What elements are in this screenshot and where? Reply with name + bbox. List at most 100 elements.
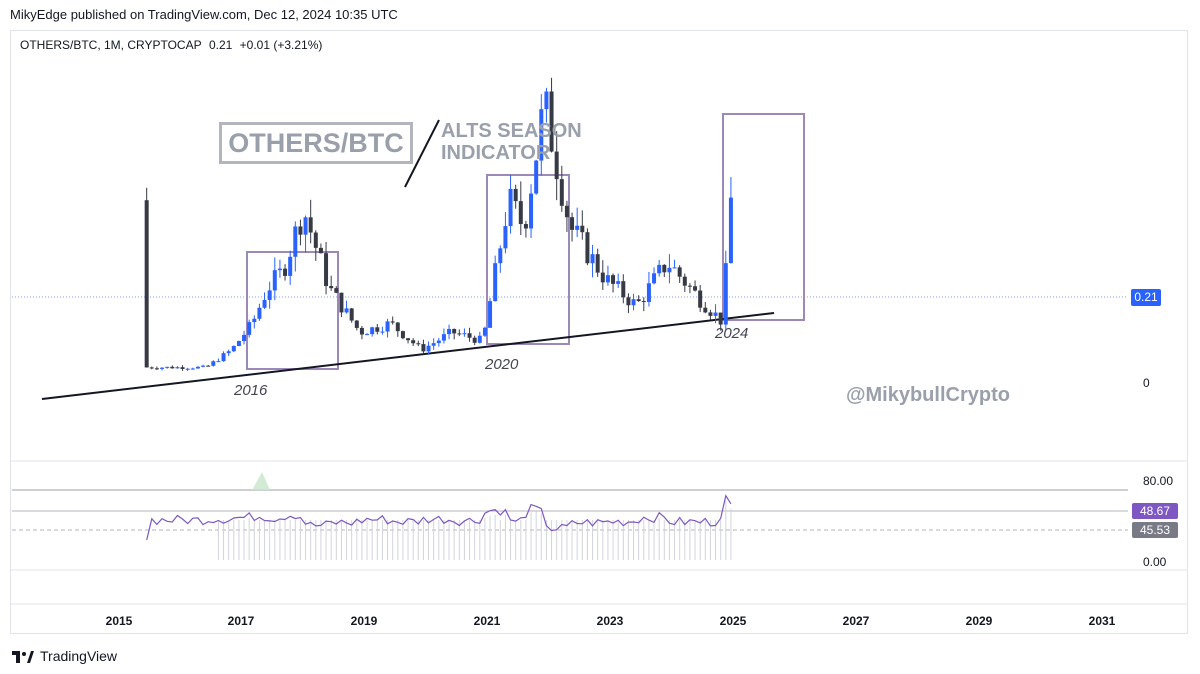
candle-body xyxy=(498,248,503,264)
candle-body xyxy=(503,226,508,249)
candle-body xyxy=(431,343,436,346)
candle-body xyxy=(539,109,544,161)
candle-body xyxy=(590,254,595,264)
x-tick-2031: 2031 xyxy=(1088,614,1116,628)
tradingview-logo[interactable]: TradingView xyxy=(12,648,117,664)
candle-body xyxy=(585,232,590,264)
x-tick-2023: 2023 xyxy=(596,614,624,628)
candle-body xyxy=(406,338,411,341)
box-2020 xyxy=(486,174,570,345)
candle-body xyxy=(713,312,718,316)
candle-body xyxy=(375,327,380,332)
candle-body xyxy=(272,270,277,291)
candle-body xyxy=(216,361,221,363)
symbol-name[interactable]: OTHERS/BTC, 1M, CRYPTOCAP xyxy=(20,38,202,52)
candle-body xyxy=(160,367,165,369)
candle-body xyxy=(580,225,585,233)
candle-body xyxy=(195,366,200,369)
candle-body xyxy=(359,327,364,335)
current-price-label: 0.21 xyxy=(1131,289,1161,306)
candle-body xyxy=(421,344,426,352)
candle-body xyxy=(349,308,354,321)
candle-body xyxy=(564,205,569,218)
candle-body xyxy=(467,333,472,338)
x-tick-2021: 2021 xyxy=(473,614,501,628)
candle-body xyxy=(513,188,518,202)
candle-body xyxy=(267,290,272,300)
candle-body xyxy=(380,331,385,333)
candle-body xyxy=(554,151,559,180)
x-tick-2025: 2025 xyxy=(719,614,747,628)
rsi-histogram xyxy=(217,500,732,560)
candle-body xyxy=(611,275,616,284)
symbol-change: +0.01 (+3.21%) xyxy=(239,38,323,52)
candle-body xyxy=(144,200,149,368)
tradingview-logo-icon xyxy=(12,651,34,663)
candle-body xyxy=(308,217,313,233)
candle-body xyxy=(493,263,498,302)
rsi-signal-label: 45.53 xyxy=(1132,522,1178,538)
candle-body xyxy=(667,267,672,273)
candle-body xyxy=(303,217,308,235)
candle-body xyxy=(477,335,482,343)
candle-body xyxy=(344,308,349,313)
candle-body xyxy=(703,307,708,313)
candle-body xyxy=(411,340,416,344)
candle-body xyxy=(283,268,288,276)
candle-body xyxy=(447,328,452,335)
candle-body xyxy=(544,91,549,110)
candle-body xyxy=(339,292,344,313)
candle-body xyxy=(154,368,159,370)
publisher-header: MikyEdge published on TradingView.com, D… xyxy=(10,7,398,22)
candle-body xyxy=(185,368,190,370)
candle-body xyxy=(452,328,457,334)
candle-body xyxy=(698,290,703,308)
candle-body xyxy=(201,365,206,367)
symbol-price: 0.21 xyxy=(208,38,233,52)
candle-body xyxy=(523,224,528,229)
candle-body xyxy=(436,340,441,344)
candle-body xyxy=(354,320,359,328)
candle-body xyxy=(641,301,646,303)
label-2016: 2016 xyxy=(234,382,268,399)
candle-body xyxy=(488,301,493,328)
candle-body xyxy=(298,226,303,235)
candle-body xyxy=(247,322,252,335)
candle-body xyxy=(662,264,667,273)
candle-body xyxy=(441,334,446,341)
candle-body xyxy=(365,334,370,336)
candle-body xyxy=(600,272,605,283)
candle-body xyxy=(529,193,534,229)
candle-body xyxy=(252,318,257,323)
candle-body xyxy=(149,367,154,369)
candle-body xyxy=(329,286,334,289)
candle-body xyxy=(390,321,395,323)
candle-body xyxy=(575,225,580,230)
x-tick-2015: 2015 xyxy=(105,614,133,628)
candle-body xyxy=(242,334,247,342)
candle-body xyxy=(221,353,226,362)
candle-body xyxy=(708,312,713,316)
candle-body xyxy=(206,365,211,367)
candle-body xyxy=(293,226,298,257)
candle-body xyxy=(175,367,180,369)
label-2020: 2020 xyxy=(485,356,519,373)
rsi-line xyxy=(146,494,732,541)
candle-body xyxy=(277,268,282,271)
candle-body xyxy=(621,281,626,298)
candle-body xyxy=(395,322,400,332)
candle-body xyxy=(400,331,405,339)
candle-body xyxy=(677,267,682,277)
candle-body xyxy=(718,312,723,325)
support-trendline xyxy=(41,312,775,400)
annotation-title: OTHERS/BTC xyxy=(219,122,413,164)
candle-body xyxy=(518,201,523,225)
candle-body xyxy=(262,299,267,308)
candle-body xyxy=(728,197,733,264)
price-axis-zero: 0 xyxy=(1143,376,1150,390)
annotation-subtitle-line2: INDICATOR xyxy=(441,142,551,164)
rsi-value-label: 48.67 xyxy=(1132,503,1178,519)
candle-body xyxy=(257,307,262,319)
x-tick-2019: 2019 xyxy=(350,614,378,628)
